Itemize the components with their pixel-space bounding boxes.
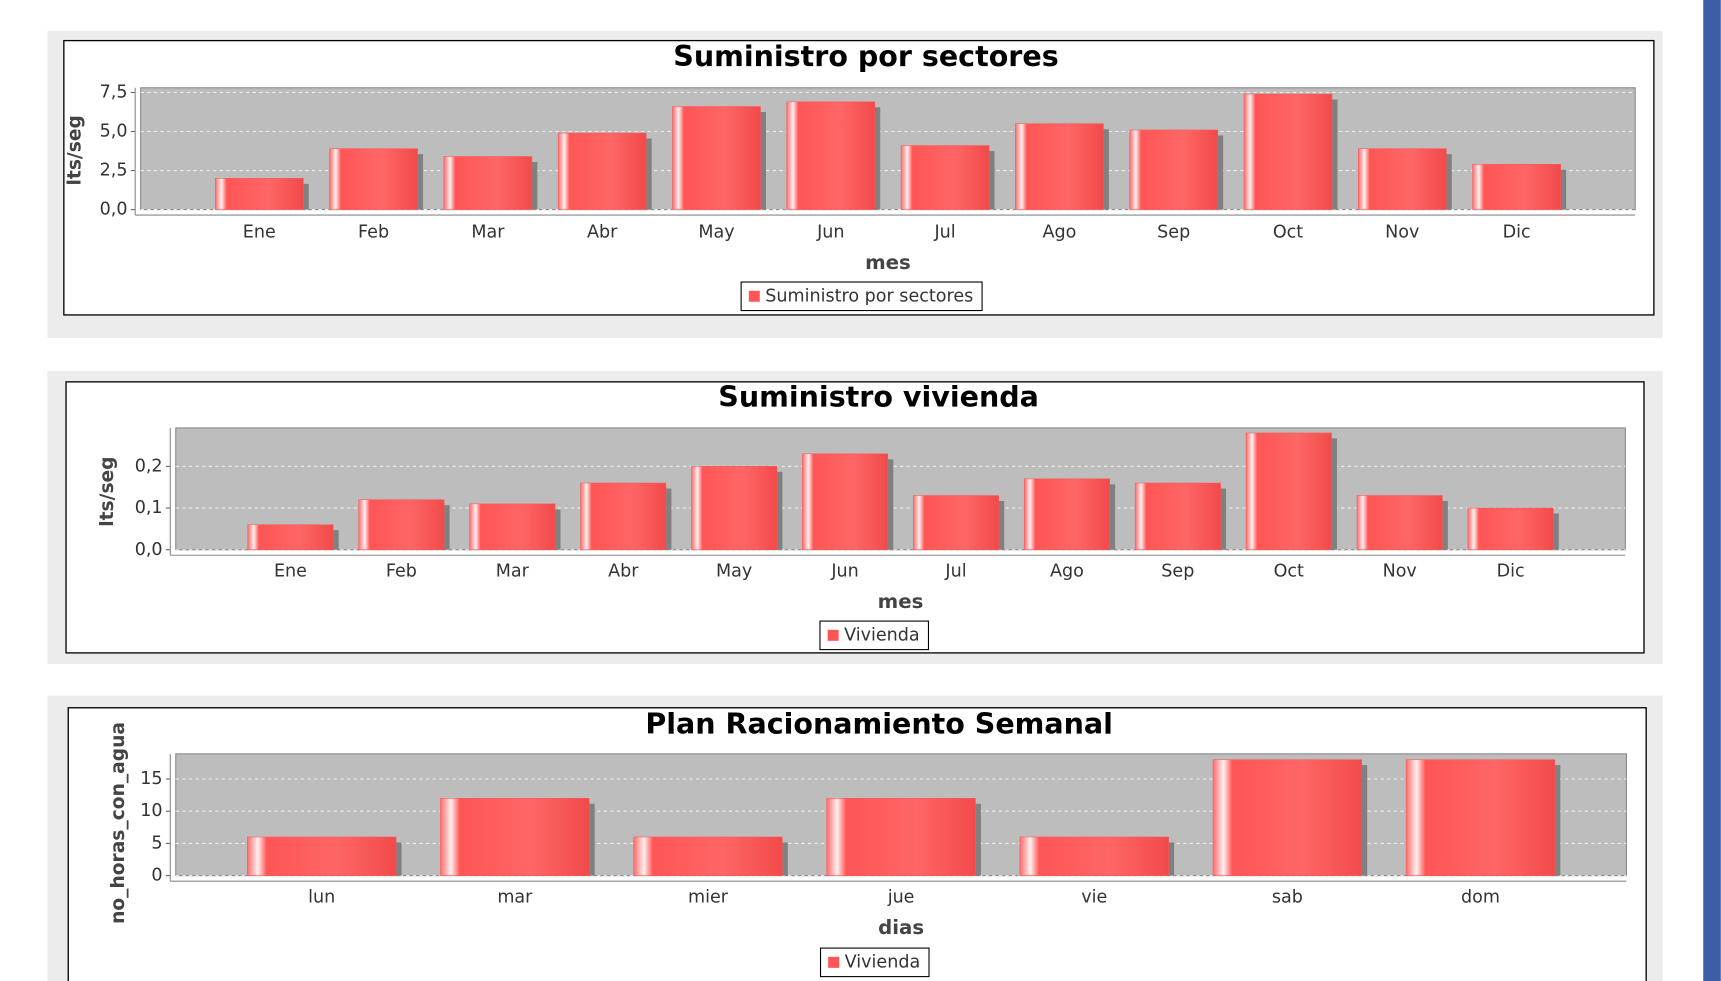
bar <box>1358 148 1447 210</box>
legend-swatch <box>748 290 760 302</box>
bar <box>247 836 397 876</box>
bar <box>580 482 667 551</box>
x-tick-label: jue <box>887 888 915 908</box>
bar <box>802 453 889 551</box>
y-tick-label: 10 <box>140 801 162 821</box>
y-axis-title: lts/seg <box>64 115 85 185</box>
bar <box>1129 129 1218 210</box>
y-tick-label: 15 <box>140 769 162 789</box>
bar <box>1405 759 1556 876</box>
bar <box>672 106 761 210</box>
x-axis-title: mes <box>878 590 924 613</box>
y-tick-label: 0 <box>151 866 162 886</box>
bar <box>358 499 445 551</box>
legend-box <box>819 620 930 651</box>
y-tick-label: 0,1 <box>135 498 163 518</box>
y-tick-label: 5,0 <box>100 122 128 142</box>
x-tick-label: Sep <box>1157 223 1190 243</box>
x-tick-label: dom <box>1461 888 1500 908</box>
y-axis-title: lts/seg <box>97 456 118 526</box>
bar <box>1356 495 1443 551</box>
bar <box>1467 507 1554 551</box>
bar <box>1134 482 1221 551</box>
scrollbar[interactable] <box>1703 0 1721 981</box>
x-tick-label: Dic <box>1497 562 1525 582</box>
x-tick-label: Abr <box>608 562 639 582</box>
x-tick-label: Ene <box>243 223 276 243</box>
x-tick-label: Jul <box>944 562 966 582</box>
bar <box>633 836 783 876</box>
bar <box>1015 123 1104 210</box>
x-tick-label: Dic <box>1503 223 1531 243</box>
x-tick-label: Jun <box>816 223 844 243</box>
x-axis-title: mes <box>865 251 911 274</box>
chart-title: Suministro vivienda <box>718 380 1039 413</box>
legend-label: Vivienda <box>845 952 921 972</box>
x-tick-label: Nov <box>1383 562 1417 582</box>
legend-swatch <box>827 629 839 641</box>
bar <box>1245 432 1332 551</box>
bar <box>247 524 334 551</box>
y-axis-title: no_horas_con_agua <box>108 722 129 924</box>
chart-panel: Suministro vivienda 0,0 0,1 0,2 Ene Feb Mar Abr… <box>47 370 1663 664</box>
bar <box>557 132 647 210</box>
legend-label: Suministro por sectores <box>765 286 973 306</box>
bar <box>1023 478 1110 551</box>
x-tick-label: mar <box>497 888 533 908</box>
legend-swatch <box>828 956 840 968</box>
x-tick-label: Ago <box>1050 562 1084 582</box>
x-tick-label: Nov <box>1385 223 1419 243</box>
x-tick-label: lun <box>308 888 335 908</box>
x-tick-label: Ene <box>274 562 307 582</box>
x-tick-label: Ago <box>1042 223 1076 243</box>
bar <box>913 495 999 551</box>
bar <box>469 503 556 551</box>
legend-box <box>740 281 983 312</box>
x-tick-label: Feb <box>386 562 417 582</box>
legend-label: Vivienda <box>844 625 920 645</box>
y-tick-label: 0,0 <box>100 200 128 220</box>
y-tick-label: 0,0 <box>135 540 163 560</box>
bar <box>691 466 778 551</box>
y-tick-label: 0,2 <box>135 456 163 476</box>
bar <box>440 798 590 876</box>
x-tick-label: Mar <box>471 223 505 243</box>
y-tick-label: 7,5 <box>100 82 128 102</box>
y-tick-label: 2,5 <box>100 161 128 181</box>
bar <box>214 178 304 210</box>
x-tick-label: May <box>716 562 752 582</box>
x-tick-label: Mar <box>496 562 530 582</box>
x-tick-label: Feb <box>358 223 389 243</box>
bar <box>329 148 418 210</box>
x-tick-label: vie <box>1081 888 1107 908</box>
x-tick-label: Oct <box>1273 223 1303 243</box>
bar <box>900 145 990 210</box>
legend-box <box>819 947 930 978</box>
x-tick-label: sab <box>1272 888 1303 908</box>
x-tick-label: Sep <box>1161 562 1194 582</box>
bar <box>786 101 876 210</box>
x-axis-title: dias <box>878 916 924 939</box>
chart-panel: Plan Racionamiento Semanal 0 5 10 15 lun mar mi… <box>47 695 1663 981</box>
chart-title: Suministro por sectores <box>673 40 1058 73</box>
x-tick-label: May <box>698 223 734 243</box>
chart-title: Plan Racionamiento Semanal <box>645 707 1113 740</box>
x-tick-label: Abr <box>587 223 618 243</box>
x-tick-label: Jul <box>933 223 955 243</box>
x-tick-label: mier <box>688 888 729 908</box>
bar <box>1472 164 1561 210</box>
bar <box>1243 93 1333 210</box>
bar <box>443 156 533 210</box>
bar <box>1212 759 1362 876</box>
y-tick-label: 5 <box>151 833 162 853</box>
x-tick-label: Jun <box>830 562 858 582</box>
x-tick-label: Oct <box>1274 562 1304 582</box>
chart-panel: Suministro por sectores 0,0 2,5 5,0 7,5 Ene Fe… <box>47 30 1663 338</box>
bar <box>1019 836 1169 876</box>
bar <box>826 798 976 876</box>
